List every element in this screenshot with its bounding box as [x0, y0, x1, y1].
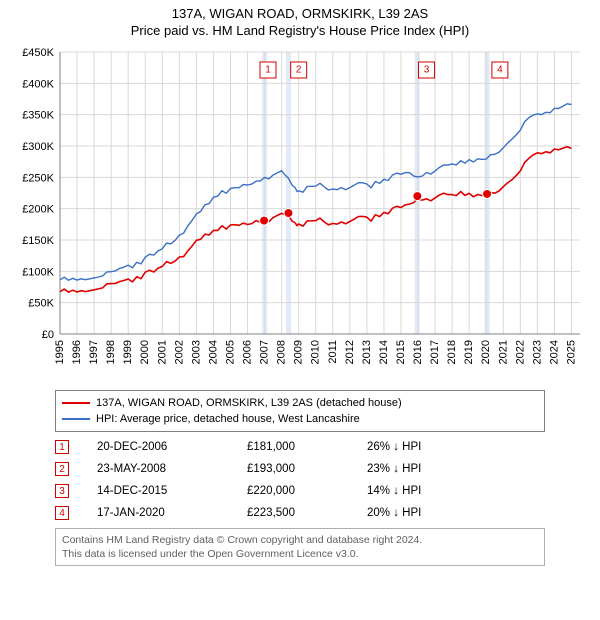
footer-line-1: Contains HM Land Registry data © Crown c…: [62, 533, 538, 547]
svg-text:2008: 2008: [276, 340, 288, 364]
sale-row: 1 20-DEC-2006£181,00026% ↓ HPI: [55, 436, 545, 458]
sale-marker-number: 1: [55, 440, 69, 454]
svg-text:2001: 2001: [156, 340, 168, 364]
svg-text:2025: 2025: [565, 340, 577, 364]
svg-text:2013: 2013: [361, 340, 373, 364]
svg-text:2012: 2012: [344, 340, 356, 364]
svg-text:2002: 2002: [173, 340, 185, 364]
sale-marker-number: 2: [55, 462, 69, 476]
svg-text:2020: 2020: [480, 340, 492, 364]
sale-price: £193,000: [247, 463, 367, 475]
svg-text:£0: £0: [42, 329, 54, 341]
sale-hpi-diff: 23% ↓ HPI: [367, 463, 487, 475]
sale-price: £220,000: [247, 485, 367, 497]
sale-date: 14-DEC-2015: [97, 485, 247, 497]
svg-text:2014: 2014: [378, 340, 390, 364]
chart-area: £0 £50K £100K £150K £200K £250K £300K £350K £400…: [10, 44, 590, 384]
svg-text:2010: 2010: [310, 340, 322, 364]
svg-text:1999: 1999: [122, 340, 134, 364]
sale-hpi-diff: 26% ↓ HPI: [367, 441, 487, 453]
chart-title: 137A, WIGAN ROAD, ORMSKIRK, L39 2AS: [10, 6, 590, 21]
svg-text:2003: 2003: [190, 340, 202, 364]
attribution-footer: Contains HM Land Registry data © Crown c…: [55, 528, 545, 566]
chart-container: 137A, WIGAN ROAD, ORMSKIRK, L39 2AS Pric…: [0, 0, 600, 572]
svg-text:1995: 1995: [54, 340, 66, 364]
legend-item: 137A, WIGAN ROAD, ORMSKIRK, L39 2AS (det…: [62, 395, 538, 411]
svg-text:4: 4: [497, 65, 503, 76]
svg-text:£250K: £250K: [22, 172, 54, 184]
svg-text:1: 1: [265, 65, 271, 76]
sale-price: £181,000: [247, 441, 367, 453]
svg-text:£100K: £100K: [22, 266, 54, 278]
svg-text:2015: 2015: [395, 340, 407, 364]
legend-swatch: [62, 418, 90, 420]
svg-text:£50K: £50K: [28, 298, 54, 310]
svg-text:2023: 2023: [531, 340, 543, 364]
svg-text:2006: 2006: [242, 340, 254, 364]
svg-text:2022: 2022: [514, 340, 526, 364]
chart-svg: £0 £50K £100K £150K £200K £250K £300K £350K £400…: [10, 44, 590, 384]
svg-text:2000: 2000: [139, 340, 151, 364]
svg-text:1998: 1998: [105, 340, 117, 364]
svg-text:2016: 2016: [412, 340, 424, 364]
svg-text:2021: 2021: [497, 340, 509, 364]
svg-text:£300K: £300K: [22, 141, 54, 153]
svg-text:1997: 1997: [88, 340, 100, 364]
svg-text:3: 3: [424, 65, 430, 76]
sales-table: 1 20-DEC-2006£181,00026% ↓ HPI 2 23-MAY-200…: [55, 436, 545, 524]
legend-swatch: [62, 402, 90, 404]
footer-line-2: This data is licensed under the Open Gov…: [62, 547, 538, 561]
svg-text:2011: 2011: [327, 340, 339, 364]
title-block: 137A, WIGAN ROAD, ORMSKIRK, L39 2AS Pric…: [10, 6, 590, 38]
sale-date: 17-JAN-2020: [97, 507, 247, 519]
svg-text:£200K: £200K: [22, 204, 54, 216]
sale-marker-number: 4: [55, 506, 69, 520]
legend: 137A, WIGAN ROAD, ORMSKIRK, L39 2AS (det…: [55, 390, 545, 432]
sale-date: 20-DEC-2006: [97, 441, 247, 453]
svg-text:£400K: £400K: [22, 78, 54, 90]
sale-price: £223,500: [247, 507, 367, 519]
sale-marker-number: 3: [55, 484, 69, 498]
svg-text:£150K: £150K: [22, 235, 54, 247]
legend-label: HPI: Average price, detached house, West…: [96, 413, 360, 425]
svg-text:2019: 2019: [463, 340, 475, 364]
sale-date: 23-MAY-2008: [97, 463, 247, 475]
svg-text:2007: 2007: [259, 340, 271, 364]
sale-row: 3 14-DEC-2015£220,00014% ↓ HPI: [55, 480, 545, 502]
svg-text:2017: 2017: [429, 340, 441, 364]
sale-row: 2 23-MAY-2008£193,00023% ↓ HPI: [55, 458, 545, 480]
legend-item: HPI: Average price, detached house, West…: [62, 411, 538, 427]
sale-hpi-diff: 20% ↓ HPI: [367, 507, 487, 519]
sale-hpi-diff: 14% ↓ HPI: [367, 485, 487, 497]
svg-text:1996: 1996: [71, 340, 83, 364]
svg-text:2: 2: [296, 65, 302, 76]
svg-text:£450K: £450K: [22, 47, 54, 59]
svg-text:£350K: £350K: [22, 110, 54, 122]
svg-text:2005: 2005: [224, 340, 236, 364]
sale-row: 4 17-JAN-2020£223,50020% ↓ HPI: [55, 502, 545, 524]
svg-text:2009: 2009: [293, 340, 305, 364]
chart-subtitle: Price paid vs. HM Land Registry's House …: [10, 23, 590, 38]
svg-text:2024: 2024: [548, 340, 560, 364]
svg-text:2004: 2004: [207, 340, 219, 364]
svg-text:2018: 2018: [446, 340, 458, 364]
legend-label: 137A, WIGAN ROAD, ORMSKIRK, L39 2AS (det…: [96, 397, 402, 409]
